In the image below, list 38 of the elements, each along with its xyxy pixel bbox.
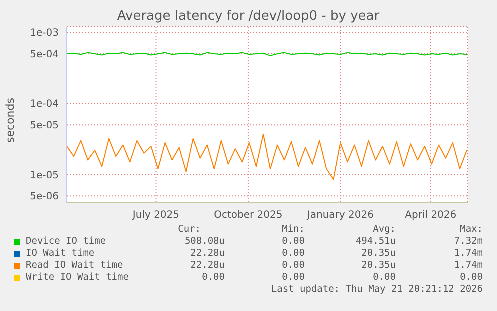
- x-tick-label: October 2025: [214, 210, 283, 222]
- y-tick-label: 5e-04: [30, 50, 59, 61]
- text: 7.32m: [454, 236, 483, 247]
- text: Cur:: [178, 224, 201, 235]
- y-tick-label: 1e-05: [30, 170, 59, 182]
- x-tick-label: January 2026: [306, 210, 374, 222]
- text: 0.00: [460, 272, 483, 283]
- text: 494.51u: [356, 236, 396, 247]
- text: 0.00: [282, 260, 305, 271]
- y-tick-label: 1e-04: [30, 99, 59, 110]
- text: Max:: [460, 224, 483, 235]
- text: 20.35u: [362, 248, 396, 259]
- y-axis-title: seconds: [4, 98, 16, 142]
- text: 20.35u: [362, 260, 396, 271]
- text: 0.00: [282, 272, 305, 283]
- text: 0.00: [202, 272, 225, 283]
- text: Last update: Thu May 21 20:21:12 2026: [271, 284, 483, 295]
- text: 1.74m: [454, 260, 483, 271]
- line-series: [67, 134, 468, 180]
- legend-label: Read IO Wait time: [26, 260, 124, 271]
- text: 22.28u: [190, 260, 225, 271]
- text: 22.28u: [190, 248, 225, 259]
- y-tick-label: 5e-06: [30, 192, 59, 203]
- x-tick-label: July 2025: [132, 210, 180, 222]
- y-tick-label: 1e-03: [30, 28, 59, 40]
- chart-title: Average latency for /dev/loop0 - by year: [116, 9, 381, 24]
- text: Avg:: [373, 224, 396, 235]
- text: 0.00: [282, 248, 305, 259]
- text: 0.00: [282, 236, 305, 247]
- legend-label: IO Wait time: [26, 248, 95, 259]
- text: 508.08u: [184, 236, 225, 247]
- text: 1.74m: [454, 248, 483, 259]
- x-tick-label: April 2026: [405, 210, 457, 222]
- legend-label: Device IO time: [26, 236, 106, 247]
- text: Min:: [282, 224, 305, 235]
- legend-label: Write IO Wait time: [26, 272, 129, 283]
- text: 0.00: [373, 272, 396, 283]
- y-tick-label: 5e-05: [30, 120, 59, 132]
